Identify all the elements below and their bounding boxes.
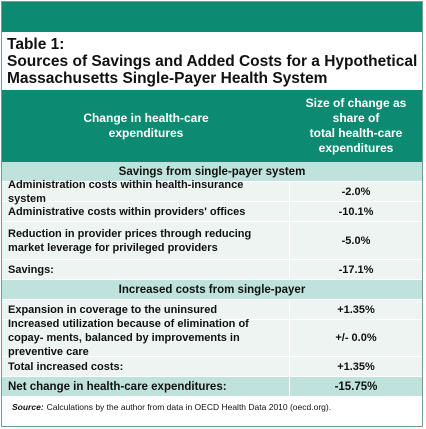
table-row: Expansion in coverage to the uninsured +…: [2, 300, 422, 320]
table-row: Reduction in provider prices through red…: [2, 222, 422, 260]
row-value: -17.1%: [338, 263, 374, 276]
column-header-change: Change in health-care expenditures: [2, 90, 290, 162]
table-number: Table 1:: [7, 36, 65, 53]
row-value: +/- 0.0%: [335, 332, 377, 344]
table-title: Table 1: Sources of Savings and Added Co…: [2, 32, 422, 90]
title-line-1: Sources of Savings and Added Costs for a…: [7, 53, 418, 70]
table-row-subtotal: Savings: -17.1%: [2, 260, 422, 280]
row-label: Administrative costs within providers' o…: [2, 202, 290, 221]
source-label: Source:: [12, 402, 44, 412]
section-header-savings: Savings from single-payer system: [2, 162, 422, 182]
row-label: Expansion in coverage to the uninsured: [2, 300, 290, 319]
row-label: Total increased costs:: [2, 357, 290, 376]
row-value: -10.1%: [338, 205, 374, 218]
table-row: Administration costs within health-insur…: [2, 179, 422, 205]
row-value: +1.35%: [337, 360, 375, 373]
top-band: [2, 2, 422, 32]
column-header-row: Change in health-care expenditures Size …: [2, 90, 422, 162]
row-label: Savings:: [2, 260, 290, 279]
row-label: Reduction in provider prices through red…: [2, 222, 290, 259]
table-row: Administrative costs within providers' o…: [2, 202, 422, 222]
row-label: Increased utilization because of elimina…: [2, 318, 290, 358]
section-header-costs: Increased costs from single-payer: [2, 280, 422, 300]
column-header-size: Size of change as share of total health-…: [290, 90, 422, 162]
source-text: Calculations by the author from data in …: [46, 402, 332, 412]
table-row-subtotal: Total increased costs: +1.35%: [2, 357, 422, 377]
row-value: +1.35%: [337, 303, 375, 316]
source-note: Source: Calculations by the author from …: [2, 397, 422, 417]
column-header-size-label: Size of change as share of total health-…: [305, 96, 407, 155]
title-line-2: Massachusetts Single-Payer Health System: [7, 70, 328, 87]
column-header-change-label: Change in health-care expenditures: [83, 111, 209, 140]
table-row-net-change: Net change in health-care expenditures: …: [2, 377, 422, 397]
row-value: -2.0%: [341, 185, 371, 198]
row-value: -15.75%: [334, 380, 378, 393]
table-row: Increased utilization because of elimina…: [2, 318, 422, 358]
row-label: Net change in health-care expenditures:: [2, 377, 290, 396]
row-value: -5.0%: [341, 234, 371, 247]
table-body: Savings from single-payer system Adminis…: [2, 162, 422, 417]
row-label: Administration costs within health-insur…: [2, 179, 290, 205]
